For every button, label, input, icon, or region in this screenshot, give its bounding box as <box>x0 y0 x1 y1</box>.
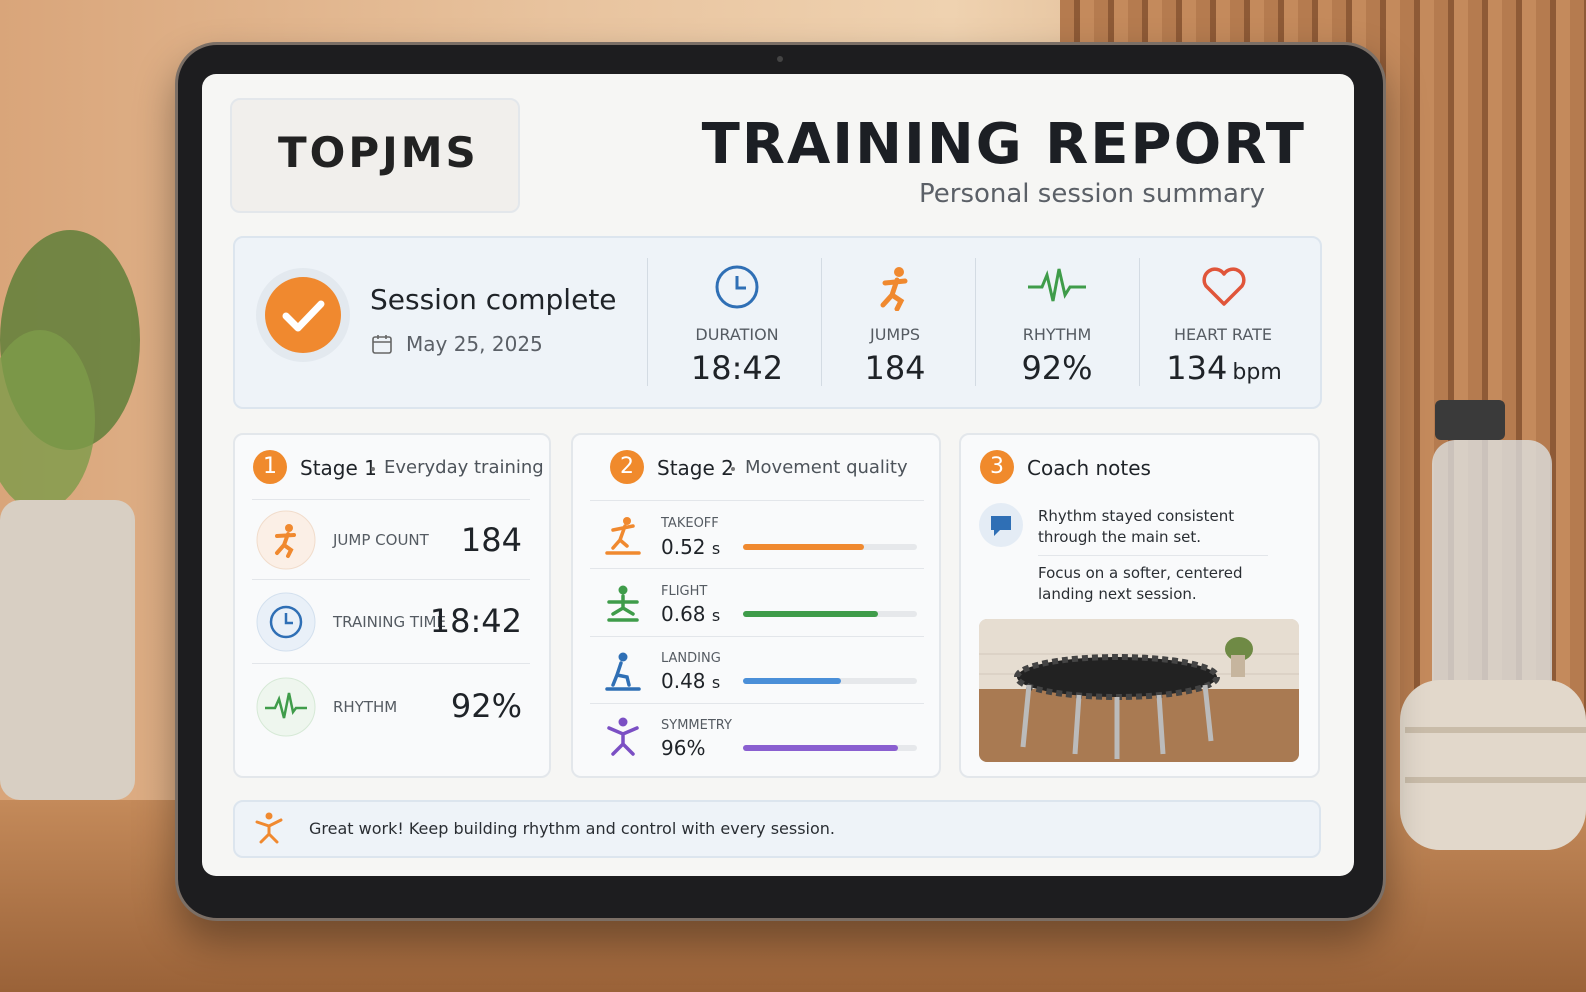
subtitle: Personal session summary <box>919 179 1265 209</box>
clock-icon <box>715 265 759 309</box>
item-label: JUMP COUNT <box>333 531 429 549</box>
metric-value: 18:42 <box>690 349 784 387</box>
bar-track <box>743 611 917 617</box>
takeoff-icon <box>605 517 641 555</box>
symmetry-icon <box>607 717 639 756</box>
bottle-towel <box>1400 400 1586 850</box>
item-label: LANDING <box>661 651 721 666</box>
item-unit: s <box>711 539 721 558</box>
item-label: SYMMETRY <box>661 718 732 733</box>
bar-fill <box>743 544 864 550</box>
divider <box>975 258 976 386</box>
item-value: 18:42 <box>429 602 522 640</box>
divider <box>647 258 648 386</box>
coach-note: Focus on a softer, centered landing next… <box>1038 564 1243 603</box>
metric-value: 134 <box>1166 349 1228 387</box>
coach-note: Rhythm stayed consistent through the mai… <box>1038 507 1235 546</box>
coach-title: Coach notes <box>1027 456 1151 480</box>
dot <box>731 467 735 471</box>
item-value: 0.68 <box>661 602 706 626</box>
jump-icon <box>255 812 283 844</box>
clock-icon <box>256 592 316 652</box>
item-value: 96% <box>661 736 706 760</box>
divider <box>1139 258 1140 386</box>
item-value-group: 0.52 s <box>661 535 720 559</box>
logo-box <box>230 98 520 213</box>
item-label: TRAINING TIME <box>333 613 446 631</box>
stage-subtitle: Movement quality <box>745 457 908 478</box>
date: May 25, 2025 <box>406 332 543 356</box>
dot <box>371 467 375 471</box>
bar-fill <box>743 678 841 684</box>
bar-fill <box>743 611 878 617</box>
bar-fill <box>743 745 898 751</box>
stage-title: Stage 2 <box>657 456 734 480</box>
item-unit: s <box>711 673 721 692</box>
item-value: 0.48 <box>661 669 706 693</box>
item-unit: s <box>711 606 721 625</box>
rhythm-icon <box>1028 268 1086 302</box>
chat-icon <box>979 503 1023 547</box>
camera <box>777 56 783 62</box>
rhythm-icon <box>256 677 316 737</box>
item-label: RHYTHM <box>333 698 398 716</box>
metric-label: DURATION <box>695 325 779 344</box>
title: TRAINING REPORT <box>701 112 1306 177</box>
calendar-icon <box>372 335 392 354</box>
item-label: TAKEOFF <box>661 516 719 531</box>
metric-unit: bpm <box>1232 360 1282 385</box>
item-label: FLIGHT <box>661 584 708 599</box>
metric-value: 184 <box>864 349 926 387</box>
stage-title: Stage 1 <box>300 456 377 480</box>
separator <box>252 663 530 664</box>
separator <box>590 636 924 637</box>
stage-card <box>571 433 941 778</box>
separator <box>1038 555 1268 556</box>
metric-value-group: 134 bpm <box>1166 349 1282 387</box>
footer-message: Great work! Keep building rhythm and con… <box>309 819 836 838</box>
item-value: 0.52 <box>661 535 706 559</box>
coach-number: 3 <box>980 450 1014 484</box>
separator <box>590 568 924 569</box>
jump-icon <box>256 510 316 570</box>
landing-icon <box>605 652 641 691</box>
metric-value: 92% <box>1021 349 1093 387</box>
stage-number: 1 <box>253 450 287 484</box>
metric-label: JUMPS <box>869 325 921 344</box>
metric-label: RHYTHM <box>1022 325 1092 344</box>
metric-label: HEART RATE <box>1174 325 1272 344</box>
stage-number: 2 <box>610 450 644 484</box>
item-value-group: 0.48 s <box>661 669 720 693</box>
summary-panel <box>233 236 1322 409</box>
item-value: 92% <box>450 687 522 725</box>
trampoline-photo <box>979 619 1299 762</box>
heart-icon <box>1202 267 1246 306</box>
divider <box>821 258 822 386</box>
bar-track <box>743 544 917 550</box>
item-value: 184 <box>460 521 522 559</box>
bar-track <box>743 745 917 751</box>
separator <box>252 499 530 500</box>
separator <box>590 500 924 501</box>
separator <box>252 579 530 580</box>
flight-icon <box>607 585 639 622</box>
logo: TOPJMS <box>278 128 479 177</box>
separator <box>590 703 924 704</box>
item-value-group: 0.68 s <box>661 602 720 626</box>
status: Session complete <box>370 283 617 316</box>
footer-bar <box>233 800 1321 858</box>
bar-track <box>743 678 917 684</box>
check-icon <box>256 268 350 362</box>
plant <box>0 230 140 800</box>
jump-icon <box>880 267 908 311</box>
stage-subtitle: Everyday training <box>384 457 544 478</box>
